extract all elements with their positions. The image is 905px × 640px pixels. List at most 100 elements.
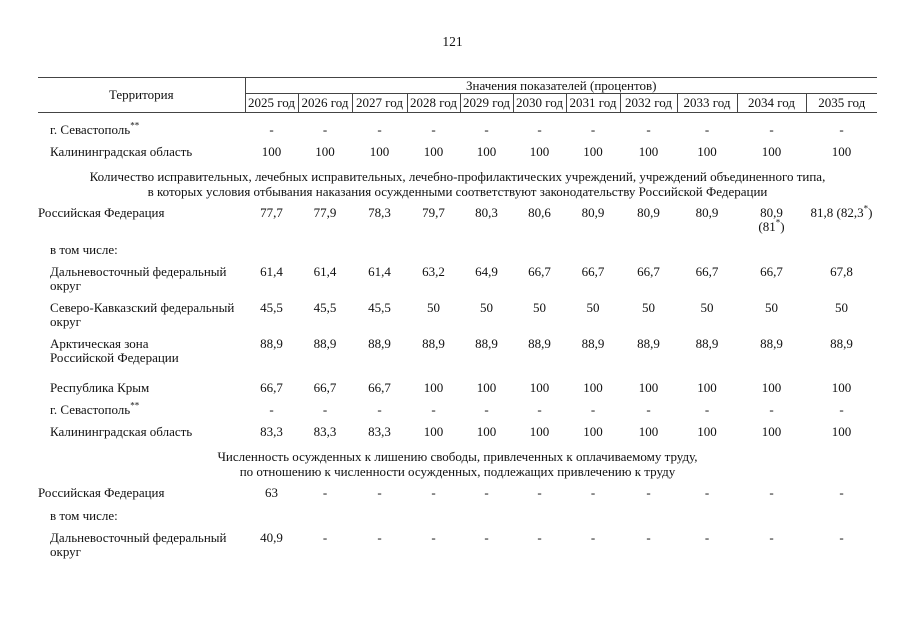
year-column-header: 2031 год (566, 93, 621, 113)
value-cell: 100 (638, 144, 659, 159)
value-cell: - (269, 122, 274, 137)
territory-cell: Северо-Кавказский федеральный округ (50, 300, 235, 329)
value-cell: 50 (835, 300, 848, 315)
value-cell: - (839, 530, 844, 545)
value-cell: - (322, 530, 328, 545)
value-cell: 88,9 (422, 336, 445, 351)
value-cell: 64,9 (475, 264, 498, 279)
value-cell: 88,9 (528, 336, 551, 351)
value-cell: 50 (427, 300, 440, 315)
section-header-row: Количество исправительных, лечебных испр… (38, 163, 877, 202)
value-cell: 88,9 (830, 336, 853, 351)
value-cell: 100 (315, 144, 335, 159)
value-cell: 66,7 (760, 264, 783, 279)
table-row: г. Севастополь** - - - - - - - - - - - (38, 113, 877, 142)
value-cell: 45,5 (260, 300, 283, 315)
value-cell: 100 (697, 380, 717, 395)
value-cell: 40,9 (260, 530, 283, 545)
value-cell: 100 (831, 144, 852, 159)
year-column-header: 2029 год (460, 93, 514, 113)
section-title: Количество исправительных, лечебных испр… (89, 169, 826, 199)
value-cell: 66,7 (313, 380, 337, 395)
value-cell: 88,9 (695, 336, 719, 351)
value-cell: 77,9 (313, 205, 337, 220)
value-cell: 100 (761, 144, 782, 159)
value-cell: - (537, 122, 542, 137)
value-cell: 80,9 (637, 205, 660, 220)
year-column-header: 2034 год (737, 93, 807, 113)
value-cell: 61,4 (260, 264, 283, 279)
value-cell: - (590, 485, 596, 500)
value-cell: 100 (261, 144, 282, 159)
value-cell: 83,3 (313, 424, 337, 439)
table-row: Калининградская область 100 100 100 100 100 10… (38, 141, 877, 163)
value-cell: - (431, 122, 436, 137)
value-cell: - (590, 122, 596, 137)
value-cell: 77,7 (260, 205, 283, 220)
value-cell: - (769, 402, 774, 417)
value-cell: 100 (529, 424, 550, 439)
value-cell: - (431, 530, 436, 545)
value-cell: - (704, 530, 710, 545)
subgroup-label-row: в том числе: (38, 238, 877, 261)
value-cell: - (322, 402, 328, 417)
value-cell: - (269, 402, 274, 417)
value-cell: 88,9 (368, 336, 391, 351)
value-cell: - (646, 530, 651, 545)
territory-cell: Российская Федерация (38, 485, 165, 500)
value-cell: 88,9 (260, 336, 283, 351)
value-cell: - (646, 402, 651, 417)
value-cell: 100 (529, 380, 550, 395)
value-cell: 88,9 (760, 336, 783, 351)
value-cell: 81,8 (82,3*) (810, 203, 873, 220)
value-cell: 45,5 (313, 300, 337, 315)
value-cell: - (590, 530, 596, 545)
territory-cell: г. Севастополь** (50, 120, 140, 137)
value-cell: 88,9 (475, 336, 498, 351)
value-cell: - (704, 122, 710, 137)
page-number: 121 (442, 34, 463, 49)
territory-cell: Калининградская область (50, 424, 193, 439)
value-cell: 83,3 (368, 424, 391, 439)
year-column-header: 2033 год (677, 93, 738, 113)
value-cell: - (484, 530, 489, 545)
group-header-row: Территория Значения показателей (процент… (38, 77, 877, 113)
value-cell: - (322, 122, 328, 137)
table-row: Калининградская область 83,3 83,3 83,3 100 10… (38, 421, 877, 443)
value-cell: 100 (831, 380, 852, 395)
value-cell: 50 (765, 300, 778, 315)
value-cell: 100 (476, 424, 497, 439)
value-cell: - (537, 530, 542, 545)
year-column-header: 2028 год (407, 93, 461, 113)
year-column-header: 2032 год (620, 93, 678, 113)
year-column-header: 2025 год (245, 93, 299, 113)
value-cell: - (484, 402, 489, 417)
value-cell: - (377, 530, 382, 545)
value-cell: 100 (476, 144, 497, 159)
table-row: Российская Федерация 77,7 77,9 78,3 79,7 80,3… (38, 202, 877, 238)
value-cell: 100 (529, 144, 550, 159)
value-cell: 80,6 (528, 205, 551, 220)
value-cell: - (431, 402, 436, 417)
value-cell: 50 (533, 300, 546, 315)
section-title: Численность осужденных к лишению свободы… (217, 449, 698, 479)
table-row: Республика Крым 66,7 66,7 66,7 100 100 100 100 1… (38, 369, 877, 399)
value-cell: - (769, 122, 774, 137)
value-cell: 66,7 (260, 380, 283, 395)
value-cell: 100 (638, 424, 659, 439)
value-cell: 66,7 (528, 264, 551, 279)
value-cell: 66,7 (637, 264, 660, 279)
year-column-header: 2035 год (806, 93, 877, 113)
value-cell: 100 (369, 144, 390, 159)
indicators-table: Территория Значения показателей (процент… (38, 77, 877, 563)
value-cell: - (839, 122, 844, 137)
value-cell: - (484, 485, 489, 500)
year-column-header: 2030 год (513, 93, 567, 113)
value-cell: - (431, 485, 436, 500)
value-cell: 100 (697, 144, 717, 159)
value-cell: 78,3 (368, 205, 391, 220)
value-cell: 100 (761, 424, 782, 439)
value-cell: - (839, 485, 844, 500)
value-cell: 88,9 (637, 336, 660, 351)
subgroup-label: в том числе: (50, 242, 118, 257)
